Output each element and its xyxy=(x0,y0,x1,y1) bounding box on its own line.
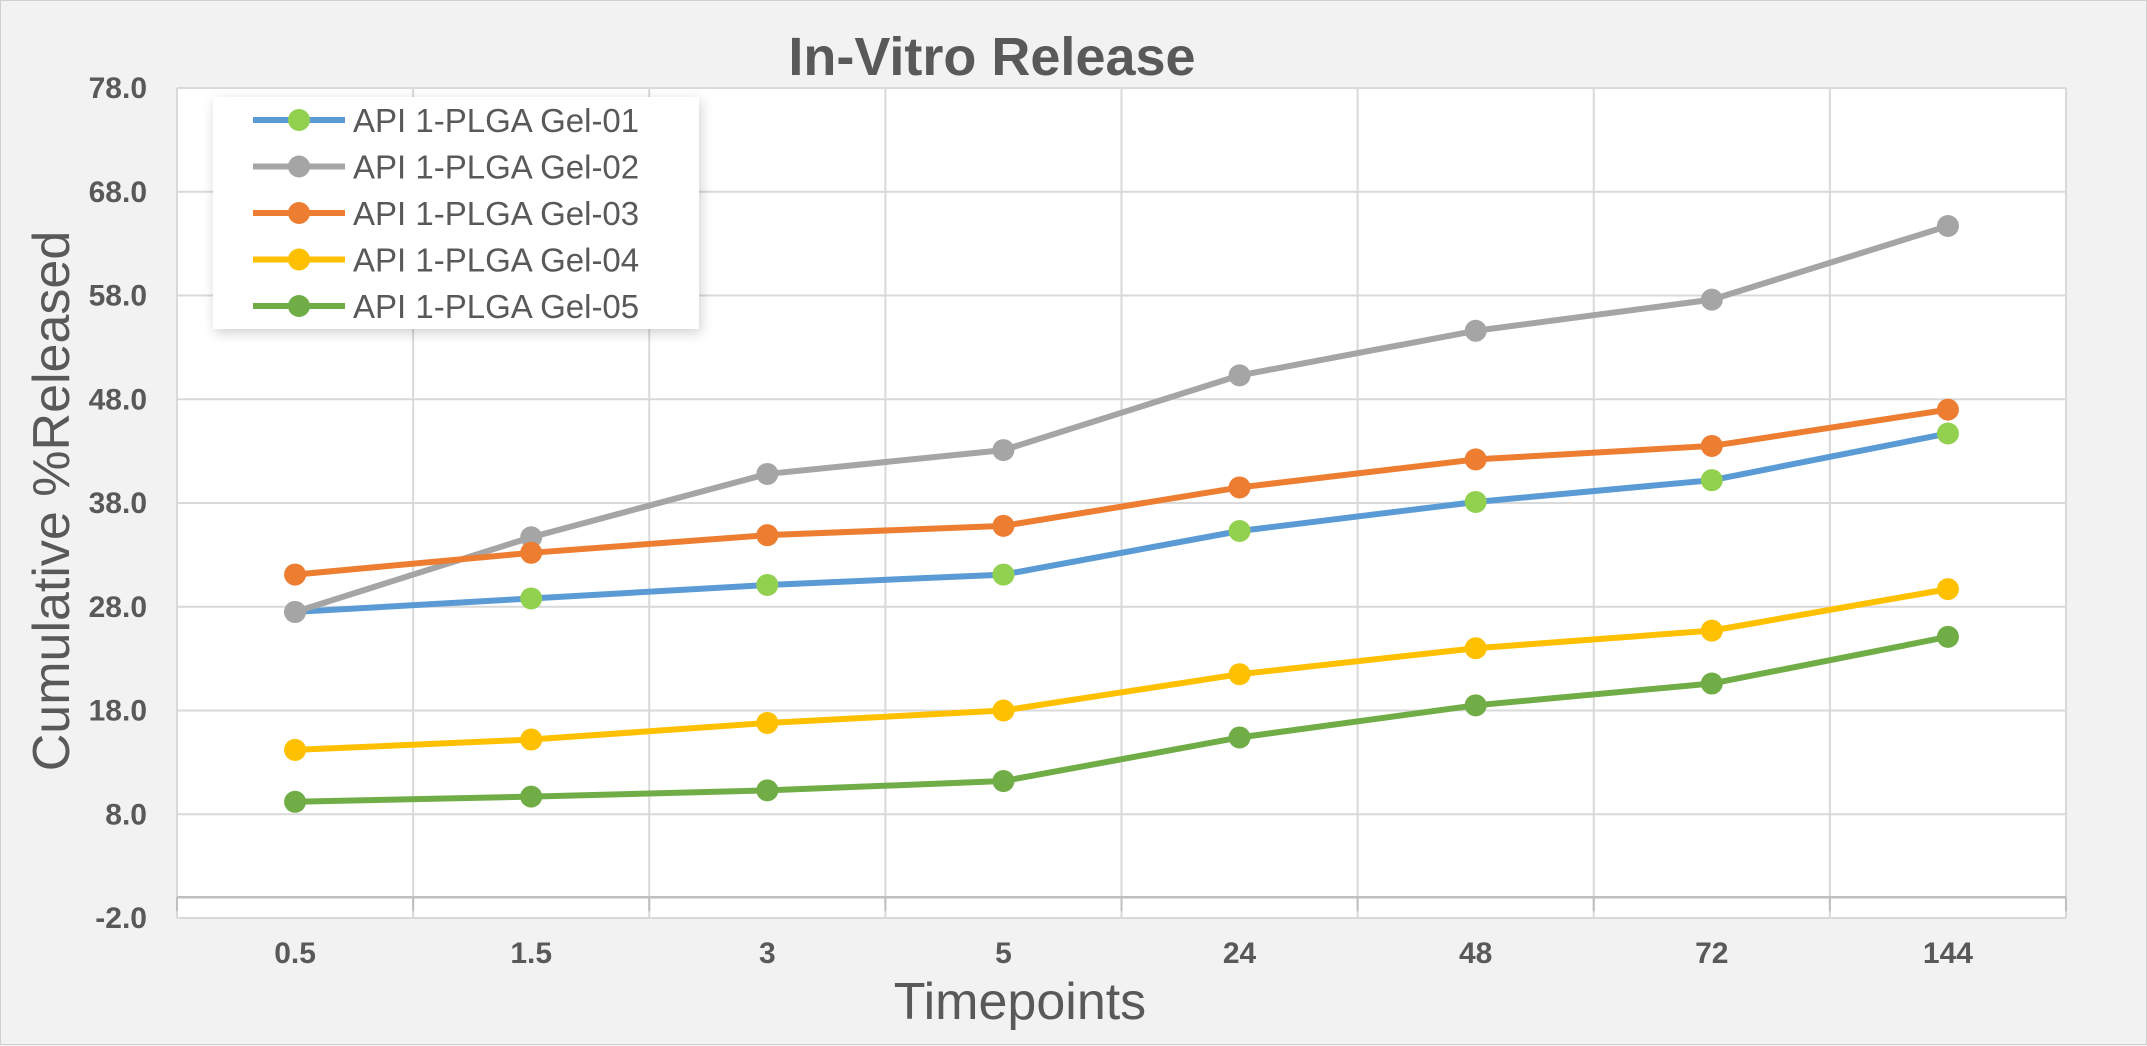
chart-title: In-Vitro Release xyxy=(788,27,1195,87)
data-point xyxy=(1936,578,1959,601)
series-3 xyxy=(284,398,1959,586)
x-tick-label: 24 xyxy=(1223,937,1257,970)
y-tick-label: 48.0 xyxy=(89,383,147,416)
series-4 xyxy=(284,578,1959,761)
x-tick-label: 72 xyxy=(1695,937,1728,970)
data-point xyxy=(756,462,779,485)
series-line xyxy=(292,586,1951,753)
x-tick-label: 144 xyxy=(1923,937,1973,970)
y-tick-label: 8.0 xyxy=(105,798,147,831)
x-tick-label: 5 xyxy=(995,937,1012,970)
legend-label: API 1-PLGA Gel-01 xyxy=(353,102,639,139)
data-point xyxy=(1700,469,1723,492)
data-point xyxy=(284,790,307,813)
data-point xyxy=(284,600,307,623)
x-tick-label: 1.5 xyxy=(510,937,552,970)
x-tick-label: 0.5 xyxy=(274,937,316,970)
series-line xyxy=(292,430,1951,615)
data-point xyxy=(1936,398,1959,421)
x-tick-label: 3 xyxy=(759,937,776,970)
data-point xyxy=(756,779,779,802)
data-point xyxy=(1464,694,1487,717)
legend-entry: API 1-PLGA Gel-03 xyxy=(253,195,639,232)
data-point xyxy=(520,541,543,564)
series-line xyxy=(292,406,1951,578)
legend: API 1-PLGA Gel-01 API 1-PLGA Gel-02 API 1-… xyxy=(213,97,699,329)
legend-entry: API 1-PLGA Gel-04 xyxy=(253,242,639,279)
data-point xyxy=(1228,663,1251,686)
y-tick-label: 68.0 xyxy=(89,176,147,209)
data-point xyxy=(1464,319,1487,342)
legend-marker xyxy=(288,155,310,178)
data-point xyxy=(1700,288,1723,311)
data-point xyxy=(992,439,1015,462)
x-axis-title: Timepoints xyxy=(894,973,1146,1031)
legend-marker xyxy=(288,109,310,131)
data-point xyxy=(284,563,307,586)
legend-entry: API 1-PLGA Gel-01 xyxy=(253,102,639,139)
data-point xyxy=(1464,490,1487,513)
x-tick-label: 48 xyxy=(1459,937,1492,970)
data-point xyxy=(1700,672,1723,695)
legend-label: API 1-PLGA Gel-02 xyxy=(353,149,639,186)
data-point xyxy=(520,526,543,549)
y-tick-label: 58.0 xyxy=(89,280,147,313)
series-5 xyxy=(284,625,1959,813)
y-tick-label: 28.0 xyxy=(89,591,147,624)
data-point xyxy=(992,514,1015,537)
data-point xyxy=(1936,422,1959,445)
data-point xyxy=(756,573,779,596)
data-point xyxy=(1228,726,1251,749)
series-line xyxy=(292,222,1951,615)
y-tick-label: 18.0 xyxy=(89,695,147,728)
legend-entry: API 1-PLGA Gel-02 xyxy=(253,149,639,186)
legend-entry: API 1-PLGA Gel-05 xyxy=(253,288,639,325)
legend-label: API 1-PLGA Gel-05 xyxy=(353,288,639,325)
data-point xyxy=(992,699,1015,722)
series-layer xyxy=(284,214,1959,813)
data-point xyxy=(1228,476,1251,499)
legend-marker xyxy=(288,248,310,271)
data-point xyxy=(756,524,779,547)
data-point xyxy=(992,770,1015,793)
data-point xyxy=(520,785,543,808)
y-tick-label: 38.0 xyxy=(89,487,147,520)
series-2 xyxy=(284,214,1959,623)
legend-label: API 1-PLGA Gel-04 xyxy=(353,242,639,279)
data-point xyxy=(1700,619,1723,642)
data-point xyxy=(756,711,779,734)
series-line xyxy=(292,633,1951,805)
data-point xyxy=(1228,520,1251,543)
y-axis-ticks: -2.0 8.0 18.0 28.0 38.0 48.0 58.0 68.0 78.0 xyxy=(89,72,147,935)
data-point xyxy=(1936,625,1959,648)
x-axis-ticks: 0.5 1.5 3 5 24 48 72 144 xyxy=(274,937,1973,970)
data-point xyxy=(1228,364,1251,387)
data-point xyxy=(1464,637,1487,660)
data-point xyxy=(284,738,307,761)
data-point xyxy=(992,563,1015,586)
data-point xyxy=(1936,214,1959,237)
data-point xyxy=(1700,434,1723,457)
legend-marker xyxy=(288,202,310,224)
y-tick-label: 78.0 xyxy=(89,72,147,105)
y-tick-label: -2.0 xyxy=(95,902,147,935)
legend-marker xyxy=(288,295,310,317)
data-point xyxy=(520,587,543,610)
y-axis-title: Cumulative %Released xyxy=(23,231,81,772)
data-point xyxy=(520,728,543,751)
data-point xyxy=(1464,448,1487,471)
legend-label: API 1-PLGA Gel-03 xyxy=(353,195,639,232)
